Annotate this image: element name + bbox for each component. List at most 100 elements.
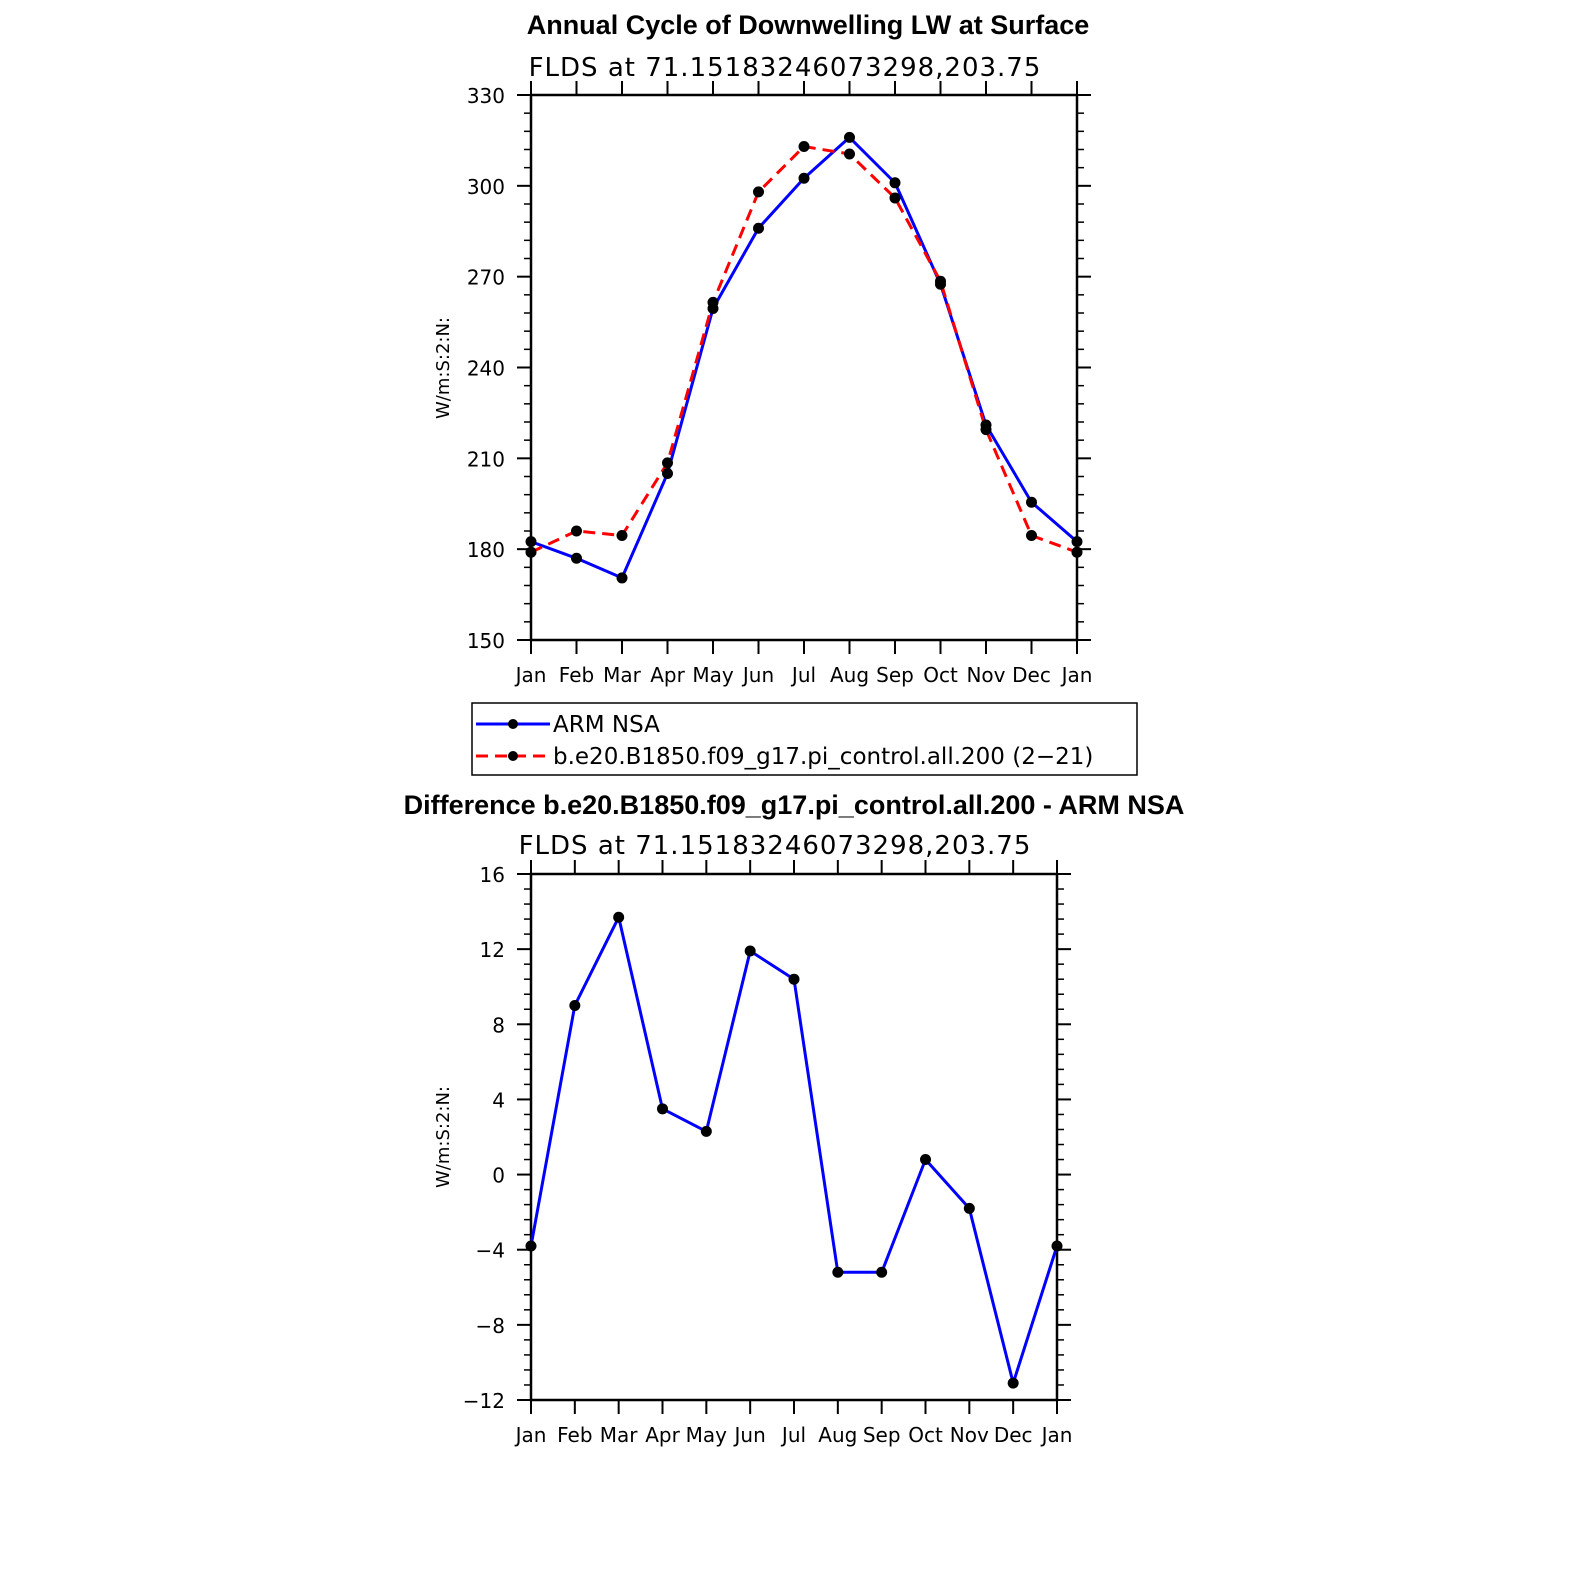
x-tick-label: Jan (1060, 663, 1093, 687)
y-tick-label: 0 (492, 1164, 505, 1188)
data-point-s0-9 (920, 1154, 931, 1166)
data-point-s0-5 (744, 945, 756, 957)
x-tick-label: Dec (994, 1423, 1033, 1447)
y-tick-label: 330 (467, 84, 505, 108)
x-tick-label: Mar (603, 663, 642, 687)
plot-marks (525, 911, 1063, 1389)
legend-label-model: b.e20.B1850.f09_g17.pi_control.all.200 (… (553, 744, 1093, 770)
legend: ARM NSA b.e20.B1850.f09_g17.pi_control.a… (471, 702, 1138, 776)
data-point-s1-10 (980, 424, 992, 436)
series-line-1 (530, 145, 1078, 554)
legend-marker-model (508, 751, 518, 761)
data-point-s0-7 (832, 1266, 844, 1278)
plot-marks (525, 131, 1083, 584)
x-tick-label: Oct (908, 1423, 943, 1447)
data-point-s1-6 (798, 140, 810, 152)
chart-annual-cycle: Annual Cycle of Downwelling LW at Surfac… (433, 10, 1138, 776)
x-tick-label: Apr (645, 1423, 680, 1447)
plot-axes: −12 −8 −4 0 4 8 12 16 Jan Feb Mar Apr May Jun Jul Aug Se… (463, 860, 1073, 1447)
data-point-s1-11 (1026, 530, 1037, 542)
data-point-s0-0 (525, 536, 537, 548)
data-point-s0-6 (788, 973, 800, 985)
data-point-s0-8 (876, 1266, 888, 1278)
data-point-s1-2 (616, 530, 628, 542)
data-point-s0-10 (963, 1202, 975, 1214)
data-point-s1-5 (753, 186, 764, 198)
data-point-s0-12 (1051, 1240, 1063, 1252)
data-point-s0-1 (571, 552, 582, 564)
data-point-s0-3 (657, 1103, 668, 1115)
y-tick-label: 8 (492, 1013, 505, 1037)
x-tick-label: Apr (650, 663, 685, 687)
series-line-0 (530, 135, 1078, 580)
series-line-0 (529, 915, 1059, 1385)
y-tick-label: 4 (492, 1088, 505, 1112)
x-tick-label: Jan (1040, 1423, 1073, 1447)
data-point-s0-6 (798, 172, 810, 184)
x-tick-label: Feb (559, 663, 594, 687)
x-tick-label: Jul (780, 1423, 806, 1447)
data-point-s0-0 (525, 1240, 537, 1252)
x-tick-label: Nov (966, 663, 1005, 687)
data-point-s1-12 (1071, 546, 1083, 558)
data-point-s1-9 (935, 275, 946, 287)
x-tick-label: Feb (557, 1423, 592, 1447)
chart-subtitle: FLDS at 71.15183246073298,203.75 (519, 831, 1032, 861)
x-tick-label: Mar (600, 1423, 639, 1447)
x-tick-label: Aug (818, 1423, 857, 1447)
x-tick-label: Nov (950, 1423, 989, 1447)
data-point-s1-1 (571, 525, 582, 537)
plot-frame (529, 872, 1059, 1402)
data-point-s0-8 (889, 177, 901, 189)
data-point-s1-3 (662, 457, 673, 469)
x-tick-label: Jul (790, 663, 816, 687)
y-tick-label: 210 (467, 447, 505, 471)
x-tick-label: Sep (863, 1423, 901, 1447)
data-point-s0-7 (844, 131, 855, 143)
plot-axes: 150 180 210 240 270 300 330 Jan Feb Mar Apr May Jun J… (467, 81, 1093, 687)
legend-box (471, 702, 1138, 776)
x-tick-label: Jun (733, 1423, 766, 1447)
x-tick-label: May (686, 1423, 728, 1447)
x-tick-label: May (692, 663, 734, 687)
y-axis-label: W/m:S:2:N: (433, 1086, 454, 1188)
data-point-s0-5 (753, 222, 764, 234)
y-tick-label: −8 (476, 1314, 505, 1338)
y-axis-label: W/m:S:2:N: (433, 317, 454, 419)
x-tick-label: Dec (1012, 663, 1051, 687)
x-tick-label: Jan (514, 663, 547, 687)
chart-subtitle: FLDS at 71.15183246073298,203.75 (529, 53, 1042, 83)
data-point-s0-12 (1071, 536, 1083, 548)
y-tick-label: 12 (480, 938, 505, 962)
chart-title: Annual Cycle of Downwelling LW at Surfac… (527, 10, 1090, 40)
x-tick-label: Jan (514, 1423, 547, 1447)
y-tick-label: −12 (463, 1389, 505, 1413)
y-tick-label: −4 (476, 1239, 505, 1263)
legend-label-arm-nsa: ARM NSA (553, 712, 660, 738)
y-tick-label: 180 (467, 538, 505, 562)
data-point-s1-0 (525, 546, 537, 558)
legend-marker-arm-nsa (508, 719, 518, 729)
data-point-s1-7 (844, 148, 855, 160)
data-point-s0-4 (700, 1125, 712, 1137)
chart-title: Difference b.e20.B1850.f09_g17.pi_contro… (404, 790, 1185, 820)
x-tick-label: Oct (923, 663, 958, 687)
y-tick-label: 150 (467, 629, 505, 653)
data-point-s0-11 (1007, 1377, 1019, 1389)
y-tick-label: 240 (467, 357, 505, 381)
y-tick-label: 300 (467, 175, 505, 199)
data-point-s0-2 (616, 572, 628, 584)
data-point-s0-3 (662, 467, 673, 479)
y-tick-label: 270 (467, 266, 505, 290)
chart-difference: Difference b.e20.B1850.f09_g17.pi_contro… (404, 790, 1185, 1447)
y-tick-label: 16 (480, 863, 505, 887)
data-point-s0-1 (569, 1000, 581, 1011)
data-point-s0-11 (1026, 496, 1037, 508)
data-point-s0-2 (613, 911, 625, 923)
x-tick-label: Aug (830, 663, 869, 687)
data-point-s1-4 (707, 296, 719, 308)
data-point-s1-8 (889, 192, 901, 204)
x-tick-label: Jun (741, 663, 774, 687)
x-tick-label: Sep (876, 663, 914, 687)
